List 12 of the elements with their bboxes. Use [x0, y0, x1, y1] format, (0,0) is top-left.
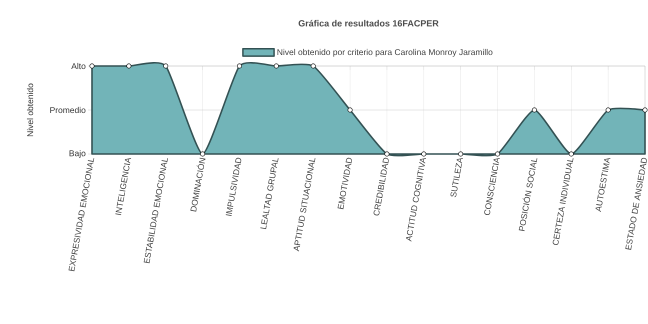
x-tick-label: SUTILEZA: [450, 158, 463, 198]
ref-line-label: Promedio: [50, 106, 86, 114]
x-tick-label: LEALTAD GRUPAL: [260, 158, 279, 230]
x-tick-label: POSICIÓN SOCIAL: [518, 158, 538, 232]
chart-title: Gráfica de resultados 16FACPER: [298, 20, 439, 27]
ref-line-label: Bajo: [70, 150, 86, 158]
ref-line-label: Alto: [71, 62, 86, 70]
series-label: Nivel obtenido por criterio para Carolina Monroy Jaramillo: [278, 48, 492, 57]
x-tick-label: CERTEZA INDIVIDUAL: [552, 158, 574, 245]
x-tick-label: ACTITUD COGNITIVA: [406, 158, 426, 242]
x-tick-label: ESTADO DE ANSIEDAD: [625, 158, 647, 250]
y-axis-title: Nivel obtenido: [26, 84, 34, 136]
